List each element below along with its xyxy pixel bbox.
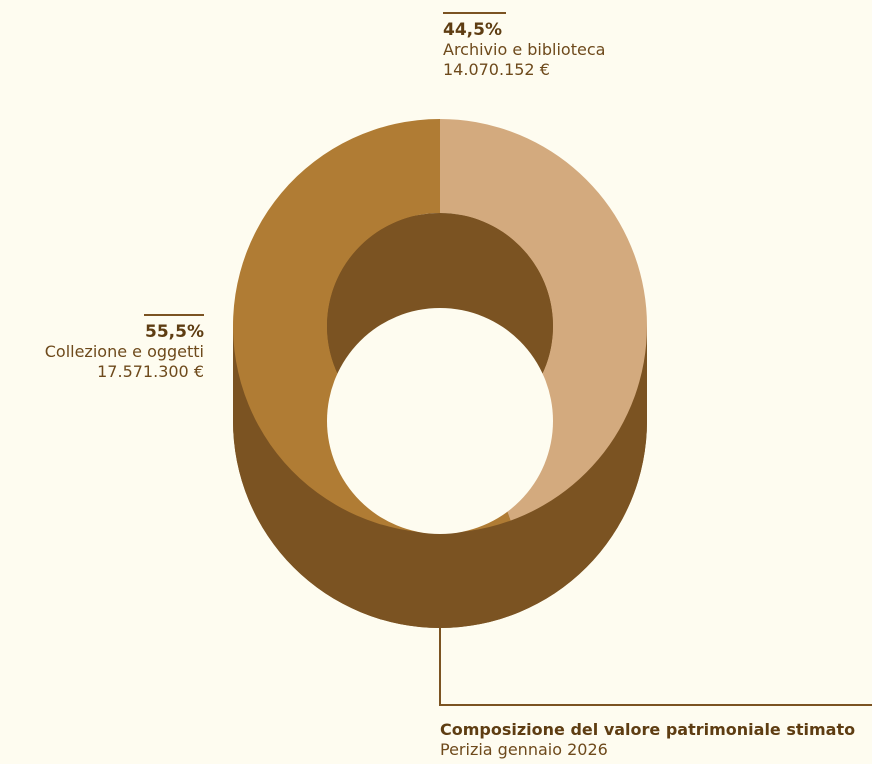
value-label: 14.070.152 € (443, 60, 550, 79)
label-rule (144, 314, 204, 316)
chart-caption: Composizione del valore patrimoniale sti… (440, 720, 855, 760)
category-label: Collezione e oggetti (44, 342, 204, 361)
value-label: 17.571.300 € (97, 362, 204, 381)
label-rule (443, 12, 506, 14)
percent-label: 44,5% (443, 20, 502, 40)
percent-label: 55,5% (145, 322, 204, 342)
category-label: Archivio e biblioteca (443, 40, 606, 59)
slice-archivio-e-biblioteca (440, 119, 648, 521)
chart-subtitle: Perizia gennaio 2026 (440, 740, 608, 759)
slice-collezione-e-oggetti (233, 119, 511, 533)
label-archivio-e-biblioteca: 44,5% Archivio e biblioteca 14.070.152 € (443, 12, 605, 80)
donut-hole (327, 308, 553, 534)
label-collezione-e-oggetti: 55,5% Collezione e oggetti 17.571.300 € (45, 314, 204, 382)
chart-title: Composizione del valore patrimoniale sti… (440, 720, 856, 739)
caption-leader-line (439, 628, 872, 706)
